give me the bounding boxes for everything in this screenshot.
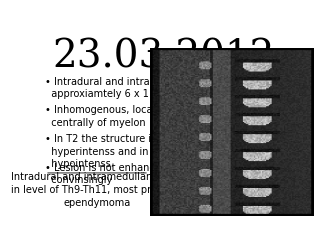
Text: Sag T2 fr FSE: Sag T2 fr FSE bbox=[188, 201, 252, 211]
Text: • In T2 the structure is mostly
  hyperintenss and in T1 iso-
  hypointenss.: • In T2 the structure is mostly hyperint… bbox=[45, 134, 192, 169]
Text: 23.03.2012: 23.03.2012 bbox=[53, 38, 275, 75]
Text: • Intradural and intramedullär lesion
  approxiamtely 6 x 1 x 1 cm in size: • Intradural and intramedullär lesion ap… bbox=[45, 77, 225, 99]
Text: • Inhomogenous, localized more
  centrally of myelon: • Inhomogenous, localized more centrally… bbox=[45, 106, 203, 128]
Text: • Lesion is not enhancing
  convinsingly: • Lesion is not enhancing convinsingly bbox=[45, 163, 170, 185]
Text: Intradural and intramedullär tumor
in level of Th9-Th11, most probably
ependymom: Intradural and intramedullär tumor in le… bbox=[11, 172, 183, 208]
